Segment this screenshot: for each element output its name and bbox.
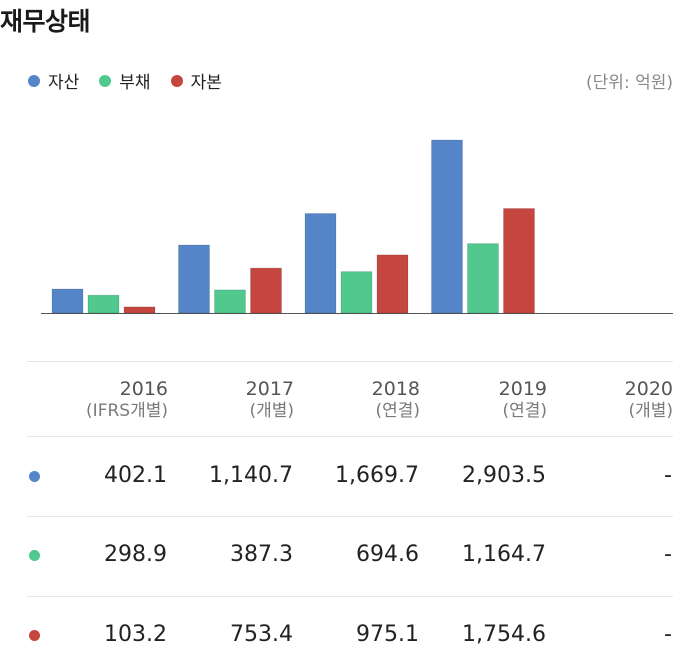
bar-chart (41, 139, 673, 314)
table-cell: 2,903.5 (462, 463, 546, 488)
legend-item-equity[interactable]: 자본 (170, 68, 222, 93)
column-year: 2020 (624, 378, 673, 400)
legend-item-assets[interactable]: 자산 (28, 68, 79, 93)
page-title: 재무상태 (0, 7, 91, 36)
chart-legend: 자산 부채 자본 (28, 68, 242, 93)
table-cell: - (664, 542, 672, 567)
column-header-2017: 2017 (개별) (174, 378, 294, 422)
bar-assets-2017[interactable] (178, 244, 210, 314)
legend-item-liabilities[interactable]: 부채 (99, 68, 151, 93)
table-cell: 1,164.7 (462, 542, 546, 567)
table-cell: 402.1 (104, 463, 167, 488)
bar-liabilities-2016[interactable] (87, 294, 120, 314)
legend-label-equity: 자본 (190, 73, 222, 93)
row-dot-assets (29, 471, 40, 482)
table-cell: 1,754.6 (462, 622, 546, 647)
legend-dot-assets (28, 74, 40, 87)
bar-equity-2019[interactable] (503, 208, 535, 314)
legend-label-assets: 자산 (48, 73, 80, 93)
legend-label-liabilities: 부채 (119, 73, 151, 93)
column-basis: (연결) (375, 401, 420, 421)
row-dot-equity (29, 630, 40, 641)
column-header-2016: 2016 (IFRS개별) (48, 378, 168, 422)
table-cell: 1,669.7 (335, 463, 419, 488)
legend-dot-liabilities (99, 74, 112, 87)
bar-assets-2018[interactable] (304, 213, 337, 314)
table-cell: 1,140.7 (209, 463, 293, 488)
table-divider (27, 516, 673, 517)
column-year: 2019 (498, 378, 547, 400)
table-cell: 387.3 (230, 542, 293, 567)
bar-liabilities-2017[interactable] (214, 289, 246, 314)
column-year: 2017 (245, 378, 294, 400)
column-header-2018: 2018 (연결) (300, 378, 420, 422)
column-basis: (개별) (249, 401, 294, 421)
legend-dot-equity (170, 74, 183, 87)
column-basis: (연결) (502, 401, 547, 421)
table-cell: 298.9 (104, 542, 167, 567)
bar-equity-2016[interactable] (123, 306, 156, 314)
table-divider (27, 436, 673, 437)
column-basis: (IFRS개별) (86, 401, 168, 421)
row-dot-liabilities (29, 550, 40, 561)
bar-liabilities-2019[interactable] (467, 243, 499, 314)
table-divider (27, 596, 673, 597)
bar-equity-2017[interactable] (250, 267, 282, 314)
bar-assets-2019[interactable] (431, 139, 463, 314)
unit-label: (단위: 억원) (586, 73, 673, 93)
bar-equity-2018[interactable] (376, 254, 409, 314)
bar-assets-2016[interactable] (51, 288, 84, 314)
table-cell: 753.4 (230, 622, 293, 647)
column-basis: (개별) (628, 401, 673, 421)
table-cell: 975.1 (356, 622, 419, 647)
column-header-2020: 2020 (개별) (553, 378, 673, 422)
column-year: 2016 (119, 378, 168, 400)
table-cell: - (664, 622, 672, 647)
table-divider (27, 361, 673, 362)
bar-liabilities-2018[interactable] (340, 271, 373, 314)
table-cell: 103.2 (104, 622, 167, 647)
column-header-2019: 2019 (연결) (427, 378, 547, 422)
table-cell: - (664, 463, 672, 488)
column-year: 2018 (371, 378, 420, 400)
table-cell: 694.6 (356, 542, 419, 567)
